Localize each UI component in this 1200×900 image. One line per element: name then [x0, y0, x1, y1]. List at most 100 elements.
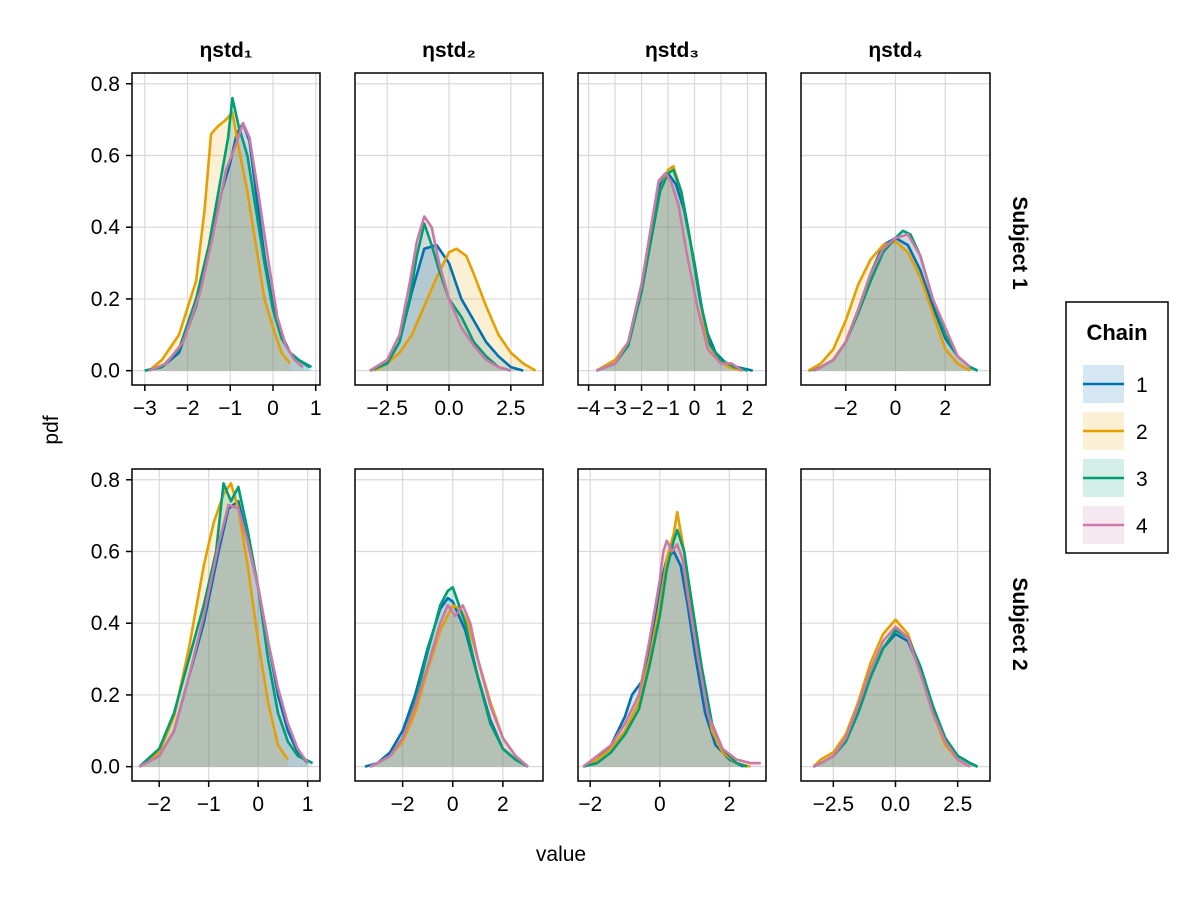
panel-frame: [131, 468, 321, 782]
density-line-chain-4: [138, 503, 309, 768]
density-fill-chain-1: [813, 633, 978, 767]
legend-item-chain-3: 3: [1083, 459, 1148, 497]
legend-title: Chain: [1086, 320, 1147, 345]
x-tick-label: −1: [197, 793, 221, 816]
column-title-1: ηstd₁: [199, 39, 252, 62]
legend-item-chain-1: 1: [1083, 365, 1148, 403]
legend-label: 3: [1136, 468, 1148, 491]
row-label-subject-1: Subject 1: [1008, 196, 1031, 290]
density-line-chain-4: [596, 172, 743, 372]
x-axis-label: value: [536, 843, 586, 866]
x-tick-label: 0: [252, 793, 264, 816]
panel-frame: [577, 72, 767, 386]
column-title-4: ηstd₄: [868, 39, 922, 62]
density-fill-chain-4: [139, 504, 308, 767]
row-label-subject-2: Subject 2: [1008, 577, 1031, 670]
y-tick-label: 0.4: [91, 612, 121, 635]
density-line-chain-4: [812, 233, 971, 372]
column-title-2: ηstd₂: [422, 39, 476, 62]
legend-label: 2: [1136, 421, 1148, 444]
panel-r1-c1: −3 −2 −1 0 1 0.0 0.2 0.4 0.6 0.8: [91, 72, 322, 420]
x-tick-label: 2: [742, 397, 754, 420]
x-tick-label: −2: [834, 397, 858, 420]
panel-frame: [354, 468, 544, 782]
y-tick-label: 0.8: [91, 73, 120, 96]
x-tick-label: 2: [939, 397, 951, 420]
density-line-chain-4: [369, 215, 512, 372]
panel-r2-c3: −2 0 2: [577, 468, 767, 816]
density-fill-chain-2: [813, 619, 971, 767]
x-tick-label: 0.0: [881, 793, 910, 816]
x-tick-label: 0: [654, 793, 666, 816]
density-fill-chain-4: [596, 173, 743, 371]
density-fill-chain-4: [813, 626, 971, 767]
legend-label: 1: [1136, 374, 1148, 397]
density-fill-chain-4: [149, 123, 303, 371]
density-fill-chain-2: [808, 241, 971, 371]
x-tick-label: 1: [310, 397, 322, 420]
density-fill-chain-1: [808, 237, 978, 371]
panel-frame: [577, 468, 767, 782]
legend-item-chain-4: 4: [1083, 506, 1148, 544]
x-tick-label: 0: [447, 793, 459, 816]
panel-r2-c2: −2 0 2: [354, 468, 544, 816]
density-fill-chain-4: [369, 216, 511, 371]
density-fill-chain-3: [369, 223, 511, 371]
density-line-chain-4: [369, 603, 529, 768]
panel-grid: ηstd₁ ηstd₂ ηstd₃ ηstd₄−3 −2 −1 0 10.00.20.40.6…: [91, 39, 991, 816]
x-tick-label: −2: [630, 397, 654, 420]
legend-frame: [1065, 301, 1169, 554]
x-tick-label: 2: [724, 793, 736, 816]
panel-r1-c4: −2 0 2: [800, 72, 991, 420]
y-tick-label: 0.4: [91, 216, 121, 239]
x-tick-label: 0: [890, 397, 902, 420]
x-tick-label: −2: [147, 793, 171, 816]
x-tick-label: 2.5: [496, 397, 525, 420]
legend-entries: 1 2 3 4: [1083, 365, 1148, 544]
density-fill-chain-2: [583, 512, 751, 767]
x-tick-label: −4: [577, 397, 601, 420]
density-line-chain-4: [148, 121, 304, 372]
legend-label: 4: [1136, 515, 1148, 538]
x-tick-label: −3: [133, 397, 157, 420]
y-tick-label: 0.8: [91, 469, 120, 492]
density-line-chain-3: [138, 482, 314, 768]
x-tick-label: −1: [218, 397, 242, 420]
y-tick-label: 0.0: [91, 360, 120, 383]
y-tick-label: 0.2: [91, 288, 120, 311]
panel-r2-c4: −2.5 0.0 2.5: [800, 468, 991, 816]
density-line-chain-4: [582, 539, 761, 768]
x-tick-label: 2.5: [943, 793, 972, 816]
legend-item-chain-2: 2: [1083, 412, 1148, 450]
x-tick-label: 1: [302, 793, 314, 816]
density-fill-chain-3: [813, 230, 978, 371]
legend: Chain 1 2 3 4: [1065, 301, 1169, 554]
x-tick-label: −2: [578, 793, 602, 816]
density-line-chain-2: [374, 247, 537, 372]
x-tick-label: 0.0: [434, 397, 463, 420]
x-tick-label: −2.5: [813, 793, 854, 816]
density-fill-chain-4: [813, 234, 971, 371]
x-tick-label: −2: [176, 397, 200, 420]
density-fill-chain-2: [149, 112, 291, 371]
panel-r1-c2: −2.5 0.0 2.5: [354, 72, 544, 420]
x-tick-label: −1: [656, 397, 680, 420]
x-tick-label: 1: [715, 397, 727, 420]
density-fill-chain-3: [813, 630, 978, 767]
y-tick-label: 0.6: [91, 540, 120, 563]
density-line-chain-2: [582, 510, 751, 768]
x-tick-label: 0: [689, 397, 701, 420]
column-title-3: ηstd₃: [645, 39, 699, 62]
density-fill-chain-4: [583, 540, 761, 767]
density-line-chain-3: [369, 222, 512, 372]
density-fill-chain-1: [139, 501, 308, 767]
density-fill-chain-3: [596, 169, 748, 371]
density-fill-chain-1: [583, 551, 744, 767]
x-tick-label: −3: [603, 397, 627, 420]
x-tick-label: −2.5: [366, 397, 407, 420]
y-tick-label: 0.2: [91, 684, 120, 707]
x-tick-label: 0: [267, 397, 279, 420]
panel-r2-c1: −2 −1 0 1 0.0 0.2 0.4 0.6 0.8: [91, 468, 321, 816]
x-tick-label: 2: [497, 793, 509, 816]
